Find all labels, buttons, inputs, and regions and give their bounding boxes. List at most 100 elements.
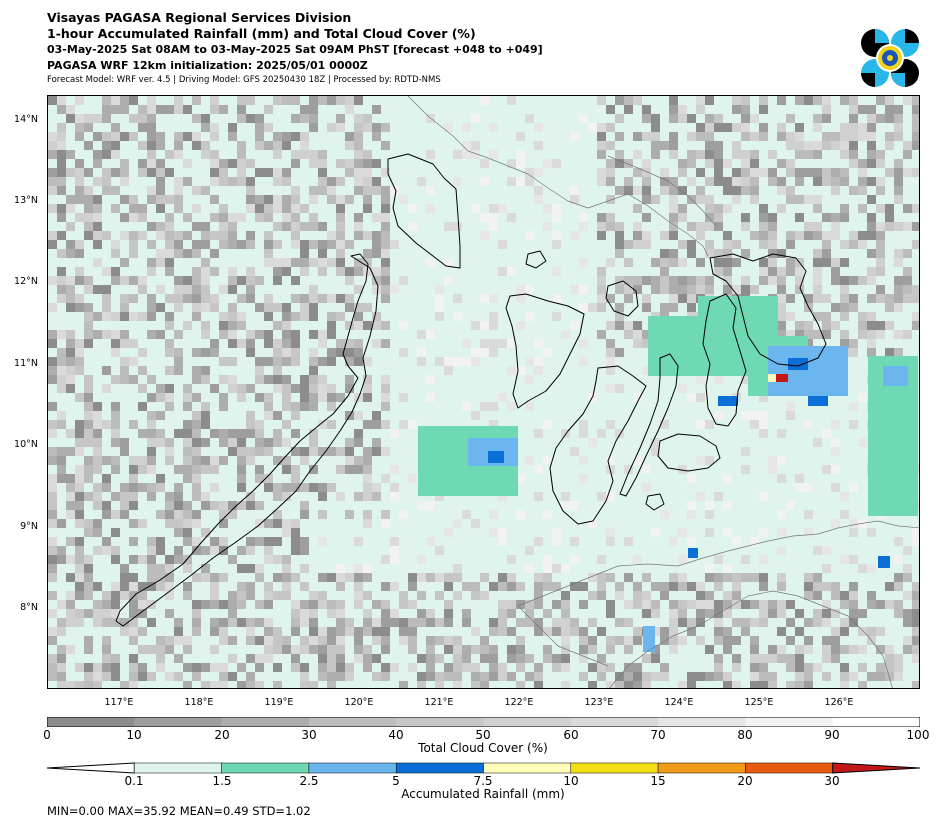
cloud-cell	[237, 582, 246, 591]
cloud-colorbar-segment	[745, 717, 834, 727]
cloud-cell	[336, 96, 345, 105]
cloud-cell	[732, 168, 741, 177]
cloud-cell	[282, 177, 291, 186]
cloud-cell	[579, 258, 588, 267]
cloud-cell	[93, 330, 102, 339]
cloud-cell	[291, 645, 300, 654]
cloud-cell	[84, 330, 93, 339]
cloud-cell	[66, 474, 75, 483]
cloud-cell	[588, 636, 597, 645]
cloud-cell	[354, 429, 363, 438]
cloud-cell	[246, 429, 255, 438]
cloud-cell	[381, 627, 390, 636]
cloud-cell	[129, 249, 138, 258]
cloud-cell	[192, 249, 201, 258]
cloud-cell	[111, 240, 120, 249]
cloud-cell	[84, 573, 93, 582]
cloud-cell	[219, 159, 228, 168]
cloud-cell	[210, 501, 219, 510]
cloud-cell	[894, 258, 903, 267]
cloud-cell	[255, 375, 264, 384]
cloud-cell	[552, 240, 561, 249]
cloud-cell	[903, 546, 912, 555]
cloud-cell	[777, 186, 786, 195]
cloud-cell	[804, 672, 813, 681]
cloud-cell	[318, 672, 327, 681]
cloud-cell	[597, 150, 606, 159]
cloud-cell	[750, 231, 759, 240]
cloud-cell	[714, 411, 723, 420]
cloud-cell	[831, 222, 840, 231]
cloud-cell	[219, 438, 228, 447]
cloud-cell	[147, 618, 156, 627]
cloud-cell	[876, 177, 885, 186]
cloud-cell	[336, 573, 345, 582]
cloud-cell	[786, 168, 795, 177]
cloud-cell	[543, 645, 552, 654]
cloud-cell	[354, 321, 363, 330]
cloud-cell	[120, 618, 129, 627]
cloud-cell	[867, 213, 876, 222]
cloud-cell	[903, 645, 912, 654]
cloud-cell	[741, 132, 750, 141]
cloud-cell	[246, 447, 255, 456]
cloud-cell	[282, 258, 291, 267]
cloud-cell	[363, 375, 372, 384]
cloud-cell	[606, 213, 615, 222]
cloud-cell	[525, 357, 534, 366]
cloud-cell	[624, 276, 633, 285]
cloud-cell	[291, 528, 300, 537]
cloud-cell	[111, 672, 120, 681]
cloud-cell	[570, 285, 579, 294]
cloud-cell	[381, 420, 390, 429]
cloud-cell	[714, 258, 723, 267]
cloud-cell	[363, 204, 372, 213]
cloud-cell	[705, 123, 714, 132]
cloud-cell	[795, 213, 804, 222]
cloud-cell	[102, 132, 111, 141]
cloud-cell	[75, 249, 84, 258]
cloud-cell	[345, 240, 354, 249]
cloud-cell	[219, 501, 228, 510]
cloud-cell	[750, 672, 759, 681]
cloud-cell	[66, 303, 75, 312]
cloud-cell	[597, 627, 606, 636]
cloud-cell	[57, 645, 66, 654]
cloud-cell	[777, 528, 786, 537]
cloud-cell	[849, 591, 858, 600]
cloud-cell	[345, 96, 354, 105]
cloud-cell	[300, 258, 309, 267]
cloud-cell	[75, 294, 84, 303]
cloud-cell	[201, 123, 210, 132]
cloud-tick: 60	[563, 728, 579, 742]
cloud-cell	[849, 339, 858, 348]
cloud-cell	[183, 510, 192, 519]
cloud-cell	[453, 564, 462, 573]
cloud-cell	[111, 96, 120, 105]
cloud-cell	[237, 141, 246, 150]
rain-cell	[883, 366, 908, 386]
cloud-cell	[642, 600, 651, 609]
cloud-cell	[804, 636, 813, 645]
cloud-cell	[795, 267, 804, 276]
cloud-cell	[786, 195, 795, 204]
cloud-cell	[768, 600, 777, 609]
cloud-cell	[264, 375, 273, 384]
cloud-cell	[174, 492, 183, 501]
cloud-cell	[201, 321, 210, 330]
cloud-cell	[867, 348, 876, 357]
cloud-cell	[93, 438, 102, 447]
cloud-cell	[57, 474, 66, 483]
cloud-cell	[75, 465, 84, 474]
cloud-cell	[237, 393, 246, 402]
cloud-cell	[309, 312, 318, 321]
cloud-cell	[111, 168, 120, 177]
cloud-cell	[867, 114, 876, 123]
cloud-cell	[813, 591, 822, 600]
cloud-cell	[84, 195, 93, 204]
cloud-cell	[273, 303, 282, 312]
cloud-cell	[786, 663, 795, 672]
cloud-cell	[624, 177, 633, 186]
cloud-cell	[759, 213, 768, 222]
cloud-cell	[48, 402, 57, 411]
